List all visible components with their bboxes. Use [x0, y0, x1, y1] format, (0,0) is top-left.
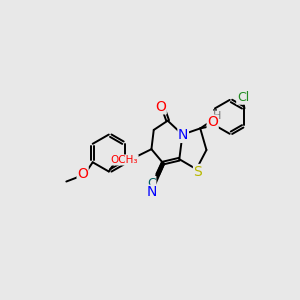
Text: S: S	[194, 164, 202, 178]
Text: H: H	[213, 111, 221, 121]
Text: C: C	[147, 177, 156, 190]
Text: Cl: Cl	[237, 91, 249, 104]
Text: N: N	[146, 185, 157, 199]
Text: O: O	[207, 115, 218, 129]
Text: OCH₃: OCH₃	[110, 155, 138, 165]
Text: N: N	[178, 128, 188, 142]
Text: O: O	[77, 167, 88, 181]
Text: O: O	[155, 100, 166, 114]
